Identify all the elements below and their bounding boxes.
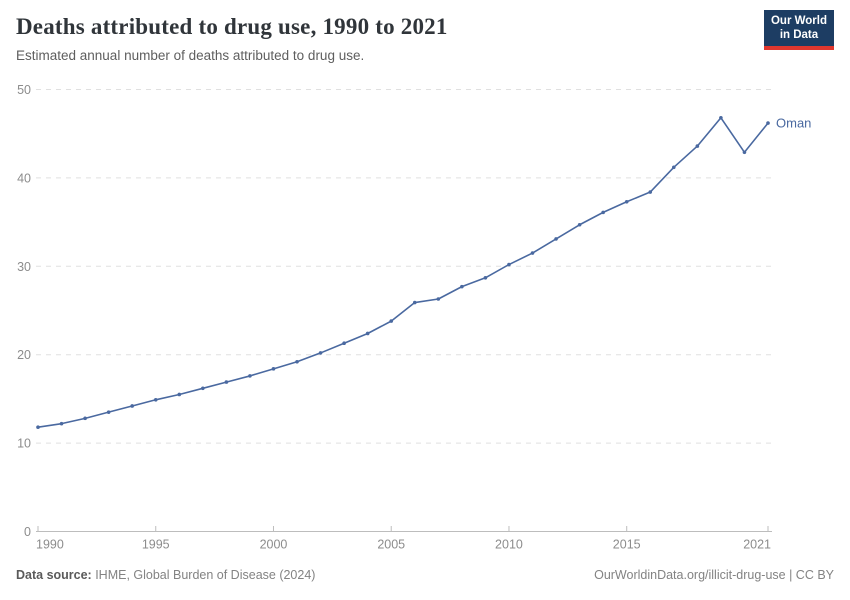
data-point[interactable]: [648, 190, 653, 194]
chart-subtitle: Estimated annual number of deaths attrib…: [16, 48, 365, 63]
data-point[interactable]: [248, 374, 252, 378]
data-point[interactable]: [59, 421, 64, 426]
data-source-note: Data source: IHME, Global Burden of Dise…: [16, 568, 315, 582]
owid-logo-line2: in Data: [779, 28, 819, 41]
x-tick-label: 2015: [613, 538, 641, 552]
data-point[interactable]: [742, 150, 747, 155]
data-point[interactable]: [201, 386, 205, 391]
data-point[interactable]: [766, 121, 770, 125]
data-point[interactable]: [507, 262, 511, 267]
x-tick-label: 1990: [36, 538, 64, 552]
data-point[interactable]: [436, 297, 441, 301]
x-tick-label: 2021: [743, 538, 771, 552]
data-point[interactable]: [530, 251, 535, 255]
y-tick-label: 0: [24, 525, 31, 539]
data-point[interactable]: [577, 222, 582, 227]
y-tick-label: 20: [17, 348, 31, 362]
credit-link[interactable]: OurWorldinData.org/illicit-drug-use | CC…: [594, 568, 834, 582]
data-point[interactable]: [224, 380, 229, 384]
x-tick-label: 1995: [142, 538, 170, 552]
data-source-label: Data source:: [16, 568, 92, 582]
x-tick-label: 2005: [377, 538, 405, 552]
data-line-oman[interactable]: [37, 116, 769, 428]
page-title: Deaths attributed to drug use, 1990 to 2…: [16, 14, 448, 39]
data-point[interactable]: [412, 300, 417, 305]
data-point[interactable]: [342, 341, 346, 346]
data-point[interactable]: [624, 199, 629, 204]
data-point[interactable]: [271, 367, 276, 371]
data-point[interactable]: [365, 331, 370, 336]
data-point[interactable]: [130, 404, 134, 408]
data-point[interactable]: [719, 115, 723, 120]
data-point[interactable]: [153, 397, 158, 402]
data-point[interactable]: [177, 392, 182, 397]
data-source-text: IHME, Global Burden of Disease (2024): [91, 568, 316, 582]
x-tick-label: 2010: [495, 538, 523, 552]
data-point[interactable]: [295, 359, 299, 364]
x-tick-label: 2000: [260, 538, 288, 552]
data-point[interactable]: [601, 210, 605, 215]
data-point[interactable]: [36, 425, 40, 429]
data-point[interactable]: [83, 416, 87, 421]
owid-logo[interactable]: Our World in Data: [763, 10, 834, 50]
data-point[interactable]: [318, 351, 323, 355]
data-point[interactable]: [554, 237, 558, 241]
data-point[interactable]: [389, 319, 394, 323]
data-point[interactable]: [106, 410, 111, 414]
y-tick-label: 10: [17, 437, 31, 451]
data-point[interactable]: [695, 144, 700, 148]
data-point[interactable]: [483, 275, 488, 280]
series-label-oman[interactable]: Oman: [776, 116, 811, 131]
y-tick-label: 30: [17, 260, 31, 274]
y-tick-label: 50: [17, 83, 31, 97]
owid-logo-line1: Our World: [770, 15, 827, 27]
y-tick-label: 40: [17, 171, 31, 185]
data-point[interactable]: [460, 284, 464, 289]
data-point[interactable]: [672, 165, 676, 170]
